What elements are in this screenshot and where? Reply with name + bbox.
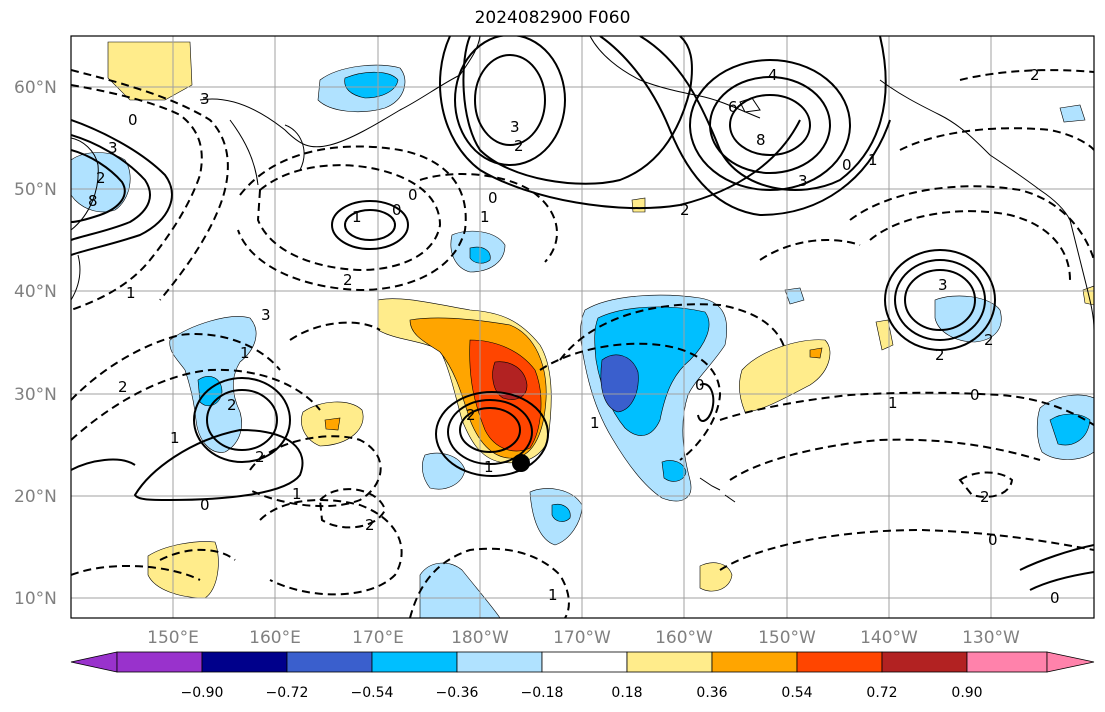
contour-label: 8 [756,131,766,149]
colorbar-tick: −0.90 [181,685,224,701]
lon-label: 180°W [451,628,509,648]
contours-positive [71,36,1094,591]
contour-label: 4 [768,66,778,84]
contour-label: 2 [680,201,690,219]
storm-center-marker [512,454,530,472]
lon-label: 160°E [249,628,301,648]
contour-label: 3 [510,118,520,136]
contour-label: 8 [88,192,98,210]
lon-label: 130°W [962,628,1020,648]
shaded-anomalies [71,41,1094,618]
lat-label: 30°N [14,385,57,405]
contour-label: 1 [888,394,898,412]
colorbar-tick: 0.54 [781,685,812,701]
lon-label: 170°W [553,628,611,648]
contour-label: 1 [484,458,494,476]
contour-label: 0 [408,186,418,204]
contour-label: 1 [126,284,136,302]
lon-label: 150°E [147,628,199,648]
contour-label: 2 [227,396,237,414]
contour-label: 3 [938,276,948,294]
lat-label: 20°N [14,487,57,507]
contour-label: 0 [392,201,402,219]
colorbar-tick: −0.72 [266,685,309,701]
contour-label: 1 [480,208,490,226]
contour-label: 0 [970,386,980,404]
lon-label: 150°W [758,628,816,648]
contour-label: 3 [200,90,210,108]
contour-label: 2 [365,516,375,534]
contour-label: 1 [548,586,558,604]
coastlines [71,36,1094,503]
contour-label: 2 [466,406,476,424]
contour-label: 0 [200,496,210,514]
contour-label: 2 [935,346,945,364]
contour-label: 0 [488,189,498,207]
lat-label: 50°N [14,180,57,200]
colorbar-tick: 0.90 [951,685,982,701]
contour-label: 3 [261,306,271,324]
colorbar-tick: 0.18 [611,685,642,701]
colorbar-extend-high [1046,651,1095,673]
contour-label: 2 [1030,66,1040,84]
colorbar [70,651,1095,673]
contour-label: 0 [128,111,138,129]
contour-label: 0 [1050,589,1060,607]
contour-label: 1 [292,485,302,503]
latitude-labels: 60°N 50°N 40°N 30°N 20°N 10°N [14,78,57,609]
colorbar-tick: 0.36 [696,685,727,701]
contour-label: 2 [96,169,106,187]
colorbar-ticks: −0.90 −0.72 −0.54 −0.36 −0.18 0.18 0.36 … [181,685,983,701]
cool-region-east-dark [600,354,639,413]
colorbar-tick: −0.18 [521,685,564,701]
contour-label: 2 [514,137,524,155]
contour-label: 0 [695,376,705,394]
contour-label: 6 [728,98,738,116]
lon-label: 160°W [655,628,713,648]
contour-label: 2 [118,378,128,396]
contour-label: 3 [798,172,808,190]
contour-label: 0 [988,531,998,549]
map-title: 2024082900 F060 [474,8,631,28]
contour-label: 1 [240,344,250,362]
lat-label: 10°N [14,589,57,609]
contour-label: 1 [868,151,878,169]
contour-label: 2 [343,271,353,289]
colorbar-tick: −0.54 [351,685,394,701]
contour-label: 2 [980,488,990,506]
contour-labels: 0 3 2 8 1 0 1 2 3 1 2 3 0 0 1 2 3 2 1 2 … [88,66,1060,607]
lat-label: 60°N [14,78,57,98]
colorbar-tick: −0.36 [436,685,479,701]
lon-label: 170°E [352,628,404,648]
colorbar-tick: 0.72 [866,685,897,701]
contour-label: 1 [170,429,180,447]
lat-label: 40°N [14,282,57,302]
contour-label: 1 [352,208,362,226]
contour-label: 0 [842,156,852,174]
lon-label: 140°W [860,628,918,648]
longitude-labels: 150°E 160°E 170°E 180°W 170°W 160°W 150°… [147,628,1020,648]
contour-label: 1 [590,414,600,432]
contour-label: 3 [108,139,118,157]
contour-label: 2 [984,331,994,349]
colorbar-extend-low [70,651,118,673]
contours-negative [71,69,1094,618]
contour-label: 2 [255,448,265,466]
